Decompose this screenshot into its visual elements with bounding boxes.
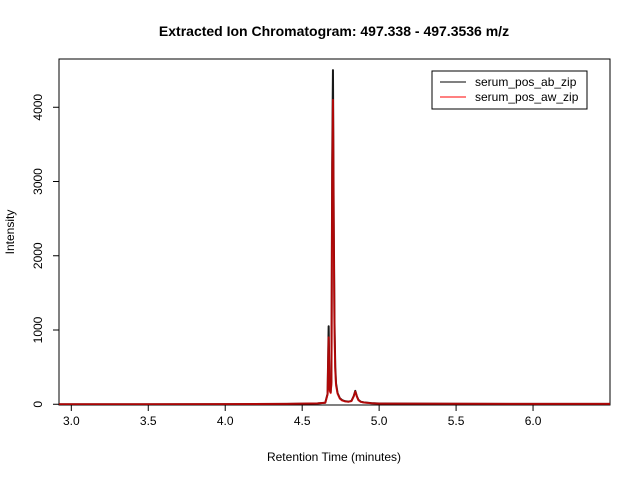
chart-title: Extracted Ion Chromatogram: 497.338 - 49… (159, 23, 509, 39)
y-tick-label: 3000 (31, 168, 45, 195)
x-tick-label: 3.0 (63, 414, 80, 428)
legend-label: serum_pos_aw_zip (475, 90, 579, 104)
y-axis: 0 1000 2000 3000 4000 (31, 94, 59, 408)
plot-area (59, 69, 610, 405)
x-axis-label: Retention Time (minutes) (267, 450, 401, 464)
legend-box (431, 70, 588, 110)
y-tick-label: 0 (31, 401, 45, 408)
plot-frame (58, 58, 611, 406)
y-tick-label: 2000 (31, 242, 45, 269)
x-tick-label: 5.5 (448, 414, 465, 428)
x-tick-label: 6.0 (525, 414, 542, 428)
legend-label: serum_pos_ab_zip (475, 75, 577, 89)
series-line-serum_pos_aw_zip (59, 98, 610, 405)
y-tick-label: 4000 (31, 94, 45, 121)
y-axis-label: Intensity (3, 210, 17, 255)
x-tick-label: 5.0 (371, 414, 388, 428)
x-tick-label: 4.5 (294, 414, 311, 428)
x-axis: 3.0 3.5 4.0 4.5 5.0 5.5 6.0 (63, 405, 542, 428)
x-tick-label: 3.5 (140, 414, 157, 428)
y-tick-label: 1000 (31, 316, 45, 343)
x-tick-label: 4.0 (217, 414, 234, 428)
